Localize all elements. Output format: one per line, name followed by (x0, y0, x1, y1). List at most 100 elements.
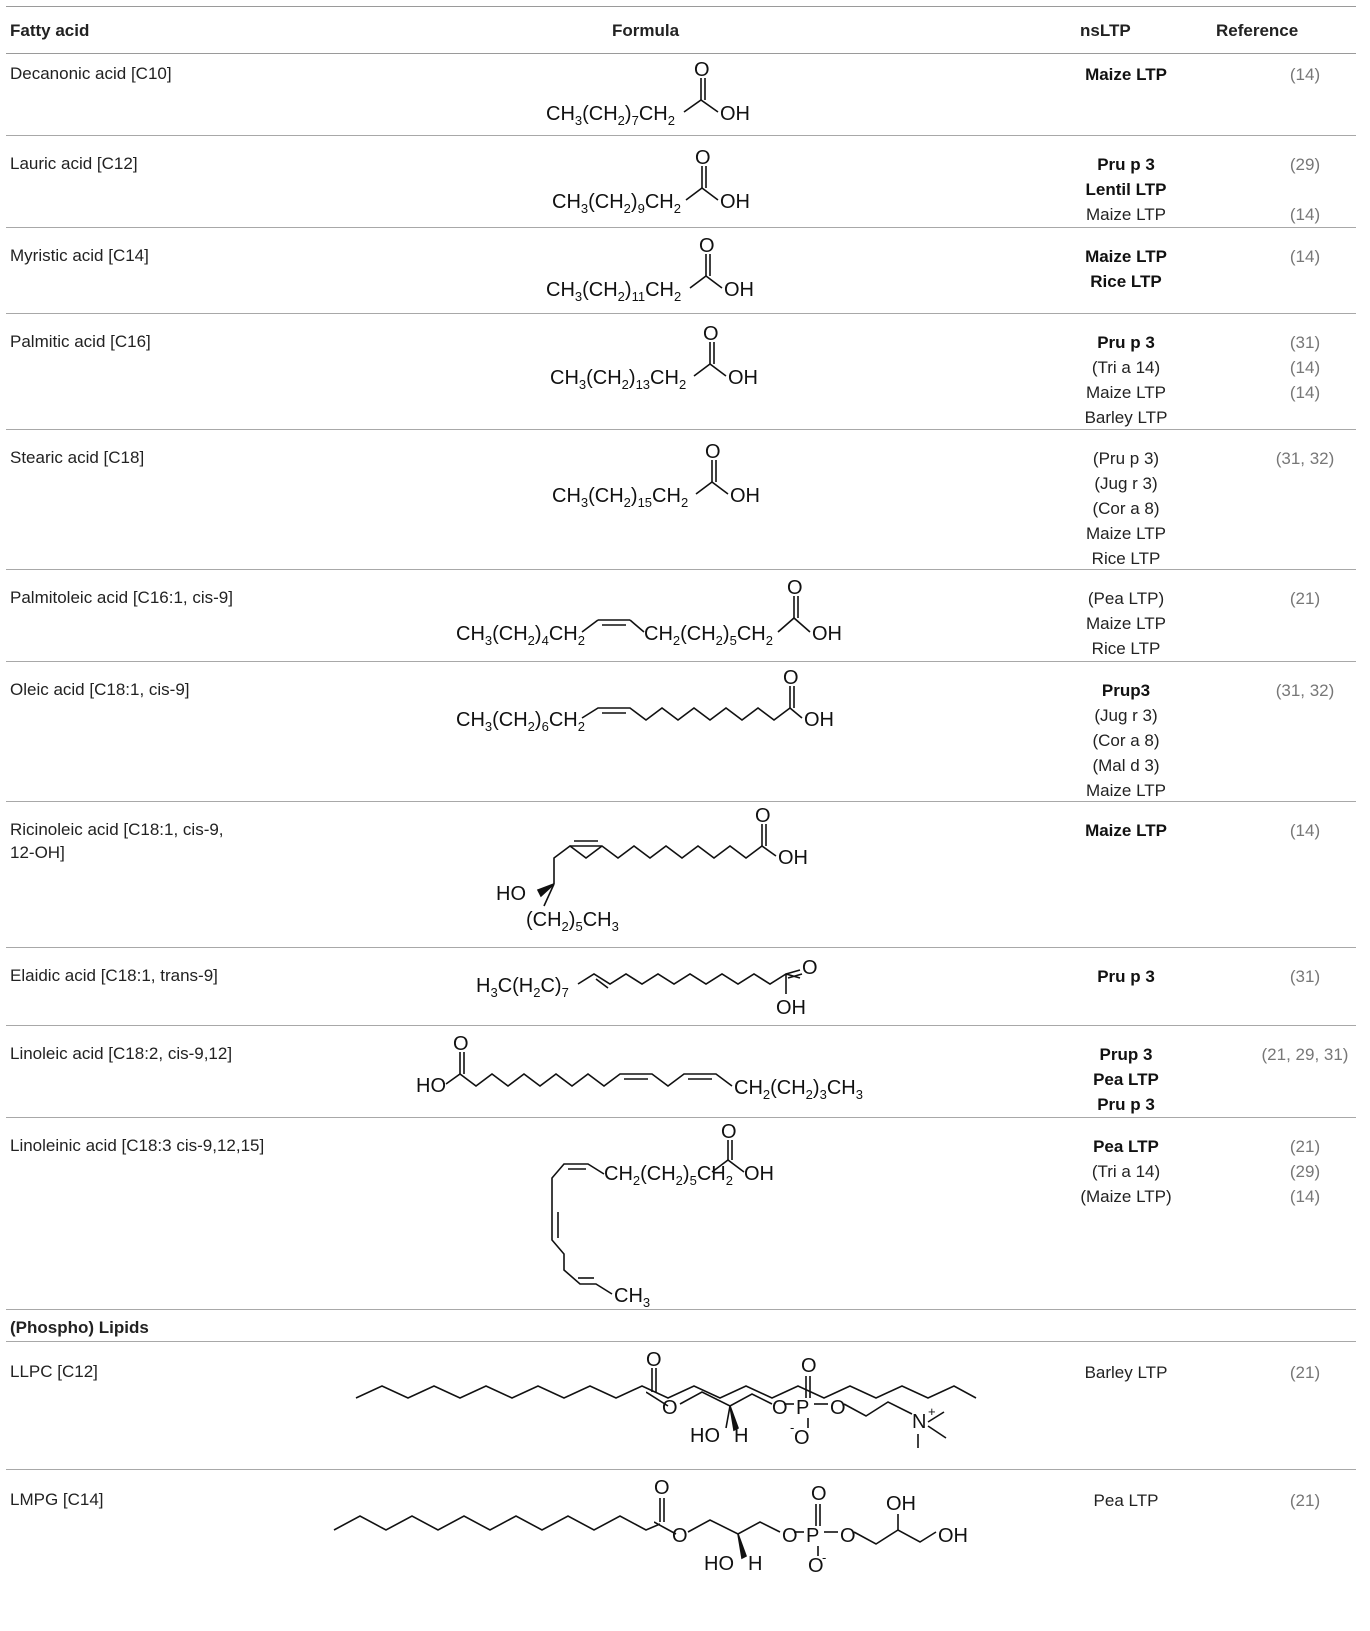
nsltp-entry: Maize LTP (1085, 247, 1167, 266)
fatty-acid-name: Linoleic acid [C18:2, cis-9,12] (10, 1044, 233, 1063)
svg-text:O: O (811, 1483, 827, 1505)
nsltp-entry: (Pea LTP) (1087, 589, 1165, 608)
nsltp-entry: Pea LTP (1093, 1070, 1159, 1089)
reference-list: (21, 29, 31) (1250, 1042, 1360, 1067)
formula-linoleinic: CH3 CH2(CH2)5CH2 O OH (551, 1121, 774, 1310)
reference-list: (31) (1250, 964, 1360, 989)
svg-text:O: O (453, 1033, 469, 1055)
svg-text:OH: OH (724, 279, 754, 301)
reference-entry: (31) (1289, 333, 1321, 352)
svg-text:O: O (840, 1525, 856, 1547)
svg-text:OH: OH (720, 103, 750, 125)
nsltp-entry: (Maize LTP) (1080, 1187, 1172, 1206)
svg-text:OH: OH (720, 191, 750, 213)
table-row: Ricinoleic acid [C18:1, cis-9, 12-OH] O … (6, 802, 1356, 948)
reference-list: (21) (29) (14) (1250, 1134, 1360, 1209)
reference-list: (14) (1250, 818, 1360, 843)
nsltp-entry: Pea LTP (1093, 1491, 1159, 1510)
fatty-acid-name: Myristic acid [C14] (10, 246, 149, 265)
reference-list: (14) (1250, 62, 1360, 87)
table-row: Myristic acid [C14] CH3(CH2)11CH2 O OH M… (6, 228, 1356, 314)
reference-entry: (21) (1289, 1491, 1321, 1510)
table-row: LMPG [C14] O O HO H O P O O - O OH O (6, 1470, 1356, 1630)
formula-llpc (355, 1385, 977, 1399)
nsltp-entry: Prup 3 (1099, 1045, 1153, 1064)
reference-entry: (14) (1289, 205, 1321, 224)
svg-text:N: N (912, 1411, 926, 1433)
fatty-acid-name: Ricinoleic acid [C18:1, cis-9, 12-OH] (10, 820, 224, 862)
fatty-acid-name: Decanonic acid [C10] (10, 64, 172, 83)
svg-text:CH2(CH2)3CH3: CH2(CH2)3CH3 (734, 1077, 863, 1102)
svg-text:O: O (794, 1427, 810, 1449)
fatty-acid-name: Palmitic acid [C16] (10, 332, 151, 351)
reference-entry: (31) (1289, 967, 1321, 986)
formula-stearic: CH3(CH2)15CH2 O OH (552, 441, 760, 510)
svg-text:O: O (772, 1397, 788, 1419)
table-row: Linoleic acid [C18:2, cis-9,12] HO O CH2… (6, 1026, 1356, 1118)
table-row: Lauric acid [C12] CH3(CH2)9CH2 O OH Pru … (6, 136, 1356, 228)
svg-text:H: H (734, 1425, 748, 1447)
table-row: Oleic acid [C18:1, cis-9] CH3(CH2)6CH2 O… (6, 662, 1356, 802)
svg-text:CH3(CH2)11CH2: CH3(CH2)11CH2 (546, 279, 681, 304)
reference-list: (31, 32) (1250, 678, 1360, 703)
nsltp-list: Pea LTP (1006, 1488, 1246, 1513)
svg-text:HO: HO (704, 1553, 734, 1575)
reference-entry: (14) (1289, 358, 1321, 377)
svg-text:O: O (672, 1525, 688, 1547)
lipid-name: LLPC [C12] (10, 1362, 98, 1381)
reference-entry: (21) (1289, 1363, 1321, 1382)
svg-text:CH2(CH2)5CH2: CH2(CH2)5CH2 (604, 1163, 733, 1188)
svg-text:OH: OH (778, 847, 808, 869)
svg-text:HO: HO (496, 883, 526, 905)
svg-text:CH3(CH2)13CH2: CH3(CH2)13CH2 (550, 367, 686, 392)
nsltp-entry: Maize LTP (1086, 614, 1166, 633)
reference-entry: (21) (1289, 589, 1321, 608)
svg-text:O: O (699, 235, 715, 257)
nsltp-entry: Pru p 3 (1097, 967, 1155, 986)
nsltp-entry: (Tri a 14) (1091, 1162, 1161, 1181)
nsltp-list: Pru p 3 Lentil LTP Maize LTP (1006, 152, 1246, 227)
nsltp-entry: Maize LTP (1085, 65, 1167, 84)
nsltp-list: (Pru p 3) (Jug r 3) (Cor a 8) Maize LTP … (1006, 446, 1246, 571)
fatty-acid-name: Stearic acid [C18] (10, 448, 145, 467)
reference-entry: (21, 29, 31) (1261, 1045, 1349, 1064)
reference-entry: (14) (1289, 821, 1321, 840)
fatty-acid-name: Lauric acid [C12] (10, 154, 138, 173)
section-title: (Phospho) Lipids (10, 1318, 149, 1337)
table-row: LLPC [C12] O O HO H O P O O - O N + (6, 1342, 1356, 1470)
svg-text:O: O (654, 1477, 670, 1499)
nsltp-entry: Barley LTP (1084, 408, 1168, 427)
reference-entry: (21) (1289, 1137, 1321, 1156)
reference-entry: (14) (1289, 1187, 1321, 1206)
nsltp-list: (Pea LTP) Maize LTP Rice LTP (1006, 586, 1246, 661)
svg-text:O: O (782, 1525, 798, 1547)
svg-text:CH3: CH3 (614, 1285, 650, 1310)
nsltp-list: Maize LTP (1006, 62, 1246, 87)
nsltp-list: Maize LTP Rice LTP (1006, 244, 1246, 294)
svg-text:OH: OH (886, 1493, 916, 1515)
svg-text:O: O (802, 957, 818, 979)
reference-list: (21) (1250, 1360, 1360, 1385)
svg-text:+: + (928, 1404, 936, 1419)
nsltp-list: Pru p 3 (1006, 964, 1246, 989)
svg-text:O: O (703, 323, 719, 345)
svg-text:O: O (721, 1121, 737, 1143)
table-row: Palmitoleic acid [C16:1, cis-9] CH3(CH2)… (6, 570, 1356, 662)
svg-text:-: - (790, 1420, 794, 1435)
formula-lauric: CH3(CH2)9CH2 O OH (552, 147, 750, 216)
formula-llpc-head: O O HO H O P O O - O N + (646, 1349, 947, 1449)
svg-text:O: O (695, 147, 711, 169)
reference-entry: (29) (1289, 1162, 1321, 1181)
svg-text:O: O (705, 441, 721, 463)
nsltp-entry: Barley LTP (1084, 1363, 1168, 1382)
nsltp-entry: Maize LTP (1086, 524, 1166, 543)
formula-oleic: CH3(CH2)6CH2 O OH (456, 667, 834, 734)
nsltp-entry: Pru p 3 (1097, 155, 1155, 174)
svg-text:OH: OH (812, 623, 842, 645)
svg-text:H3C(H2C)7: H3C(H2C)7 (476, 975, 569, 1000)
formula-palmitoleic: CH3(CH2)4CH2 CH2(CH2)5CH2 O OH (456, 577, 842, 648)
fatty-acid-name: Palmitoleic acid [C16:1, cis-9] (10, 588, 233, 607)
lipid-name: LMPG [C14] (10, 1490, 104, 1509)
svg-text:OH: OH (730, 485, 760, 507)
nsltp-list: Pru p 3 (Tri a 14) Maize LTP Barley LTP (1006, 330, 1246, 430)
